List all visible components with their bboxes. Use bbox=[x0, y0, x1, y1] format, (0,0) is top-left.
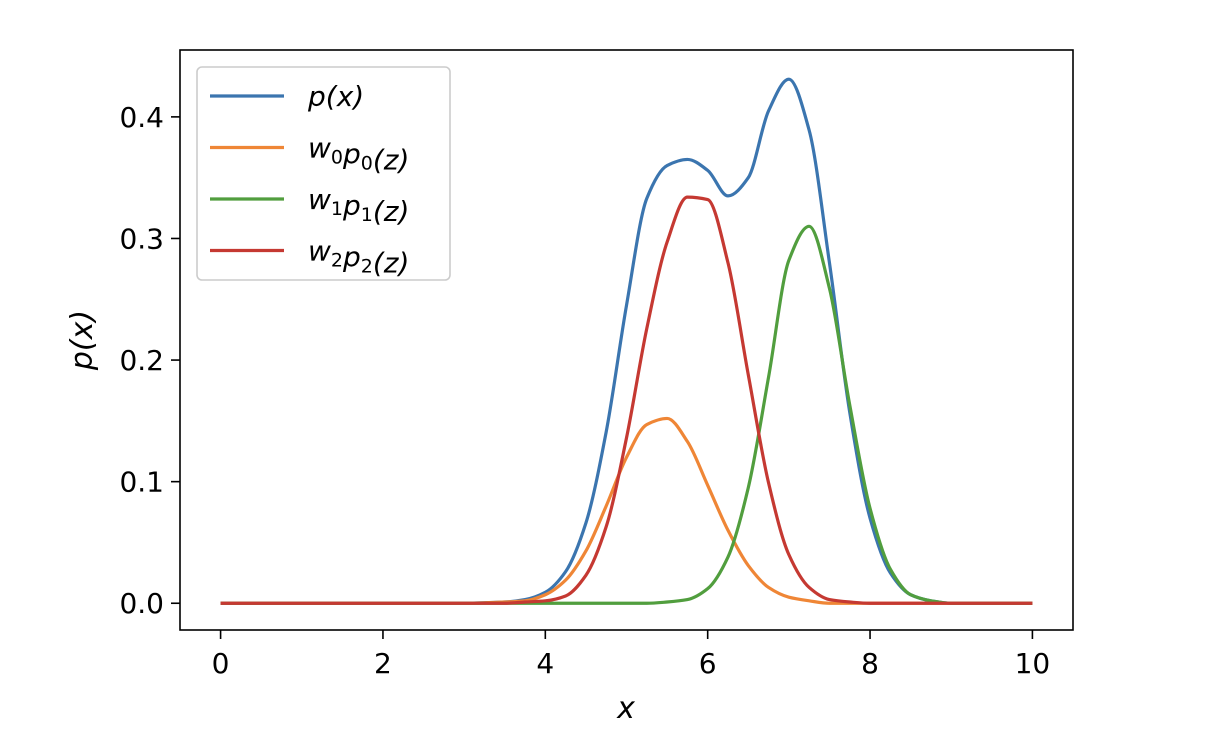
y-tick-label: 0.0 bbox=[119, 587, 164, 620]
y-tick-label: 0.3 bbox=[119, 222, 164, 255]
y-axis-label: p(x) bbox=[65, 310, 100, 371]
x-tick-label: 4 bbox=[536, 647, 554, 680]
y-tick-label: 0.2 bbox=[119, 344, 164, 377]
legend: p(x) w0p0(z) w1p1(z) w2p2(z) bbox=[196, 66, 451, 281]
x-tick-label: 6 bbox=[699, 647, 717, 680]
legend-box bbox=[196, 66, 451, 281]
x-tick-label: 10 bbox=[1015, 647, 1051, 680]
x-tick-label: 8 bbox=[861, 647, 879, 680]
plot-area bbox=[220, 77, 1033, 605]
y-axis: 0.0 0.1 0.2 0.3 0.4 bbox=[119, 101, 180, 620]
legend-label-1: w0p0(z) bbox=[308, 132, 409, 177]
x-axis: 0 2 4 6 8 10 bbox=[212, 630, 1051, 680]
legend-label-3: w2p2(z) bbox=[308, 235, 409, 280]
axes-frame bbox=[179, 49, 1074, 631]
y-tick-label: 0.1 bbox=[119, 466, 164, 499]
y-tick-label: 0.4 bbox=[119, 101, 164, 134]
x-axis-label: x bbox=[616, 691, 635, 726]
legend-label-0: p(x) bbox=[307, 80, 364, 113]
series-line-3 bbox=[220, 195, 1033, 605]
x-tick-label: 0 bbox=[212, 647, 230, 680]
legend-label-2: w1p1(z) bbox=[308, 183, 409, 228]
x-tick-label: 2 bbox=[374, 647, 392, 680]
